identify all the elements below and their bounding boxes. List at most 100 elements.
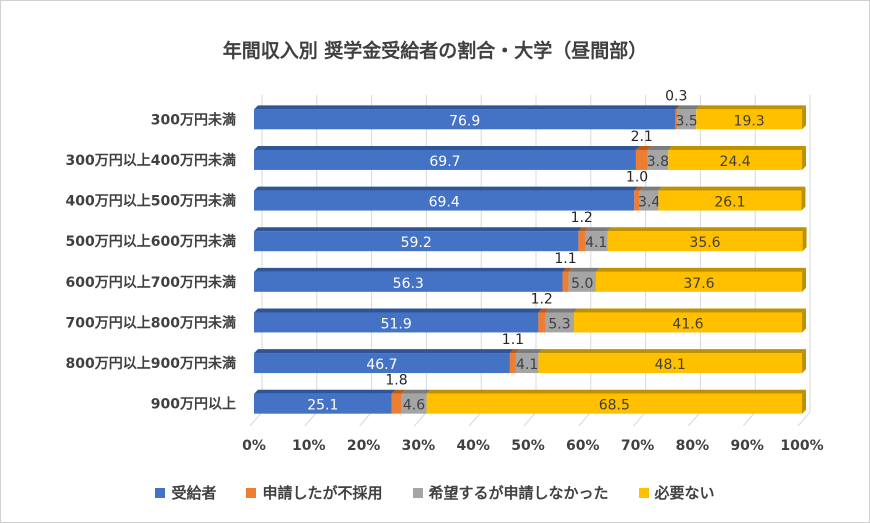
data-label: 4.1 [516, 357, 538, 373]
bar-top-face [568, 267, 600, 272]
legend-label: 受給者 [171, 484, 217, 502]
bar-top-face [584, 227, 612, 232]
bar-side-face [802, 105, 806, 130]
data-label: 19.3 [734, 113, 765, 129]
bar-segment-0 [254, 353, 510, 374]
bar-segment-3 [538, 353, 802, 374]
bar-segment-2 [639, 190, 659, 211]
bar-side-face [802, 267, 806, 292]
bar-segment-1 [562, 271, 569, 292]
bar-side-face [802, 145, 806, 170]
data-label: 0.3 [665, 88, 687, 104]
legend-label: 希望するが申請しなかった [428, 484, 609, 502]
data-label: 26.1 [714, 195, 745, 211]
bar-top-face [639, 186, 663, 191]
x-tick-label: 100% [780, 438, 823, 454]
bar-top-face [509, 349, 520, 354]
bar-segment-3 [607, 231, 803, 252]
data-label: 1.2 [531, 291, 553, 307]
x-tick-label: 60% [566, 438, 600, 454]
data-label: 69.7 [429, 154, 460, 170]
x-tick-label: 90% [730, 438, 764, 454]
floor-gridline [359, 411, 372, 427]
legend-item: 申請したが不採用 [246, 482, 383, 503]
bar-top-face [647, 145, 673, 150]
bar-segment-0 [254, 190, 635, 211]
category-label: 800万円以上900万円未満 [66, 355, 236, 372]
bar-segment-0 [254, 271, 563, 292]
x-tick-label: 70% [621, 438, 655, 454]
data-label: 76.9 [449, 113, 480, 129]
bar-segment-0 [254, 149, 636, 170]
bar-top-face [391, 389, 406, 394]
bar-side-face [801, 186, 806, 211]
floor-gridline [468, 411, 482, 427]
bar-top-face [254, 145, 640, 150]
data-label: 24.4 [720, 154, 751, 170]
bar-top-face [254, 227, 583, 232]
legend-swatch [155, 487, 166, 498]
data-label: 4.6 [403, 398, 425, 414]
bar-top-face [538, 308, 549, 313]
bar-top-face [254, 186, 639, 191]
data-label: 3.5 [676, 113, 698, 129]
data-label: 59.2 [401, 235, 432, 251]
bar-top-face [254, 389, 396, 394]
bar-top-face [675, 105, 682, 110]
legend-swatch [246, 487, 257, 498]
legend-item: 希望するが申請しなかった [412, 482, 609, 503]
floor-gridline [688, 411, 701, 427]
category-label: 600万円以上700万円未満 [66, 274, 236, 291]
data-label: 3.4 [638, 195, 660, 211]
data-label: 1.1 [554, 251, 576, 267]
category-label: 700万円以上800万円未満 [66, 314, 236, 331]
bar-top-face [538, 349, 806, 354]
floor-gridline [578, 411, 592, 427]
legend: 受給者 申請したが不採用 希望するが申請しなかった 必要ない [0, 482, 870, 503]
bar-segment-3 [595, 271, 802, 292]
data-label: 4.1 [585, 235, 607, 251]
bar-top-face [254, 267, 567, 272]
floor-gridline [414, 411, 427, 427]
bar-segment-1 [509, 353, 516, 374]
category-label: 900万円以上 [151, 397, 236, 413]
bar-segment-1 [634, 190, 640, 211]
bar-segment-2 [568, 271, 596, 292]
bar-top-face [254, 105, 680, 110]
bar-top-face [574, 308, 806, 313]
bar-segment-2 [544, 312, 575, 333]
bar-top-face [668, 145, 806, 150]
data-label: 51.9 [381, 316, 412, 332]
bar-segment-1 [578, 231, 585, 252]
data-label: 48.1 [655, 357, 686, 373]
floor-gridline [633, 411, 646, 427]
bar-segment-3 [426, 393, 802, 414]
bar-top-face [562, 267, 573, 272]
bar-side-face [802, 227, 807, 252]
data-label: 1.1 [502, 332, 524, 348]
bar-top-face [544, 308, 579, 313]
bar-top-face [696, 105, 806, 110]
bar-top-face [254, 349, 514, 354]
data-label: 5.3 [548, 316, 570, 332]
floor-gridline [797, 411, 811, 427]
bar-segment-1 [675, 109, 678, 130]
bar-segment-0 [254, 231, 579, 252]
data-label: 5.0 [571, 276, 593, 292]
x-tick-label: 10% [292, 438, 326, 454]
bar-top-face [634, 186, 644, 191]
data-label: 3.8 [647, 154, 669, 170]
bar-segment-0 [254, 109, 676, 130]
data-label: 2.1 [631, 129, 653, 145]
bar-segment-1 [635, 149, 648, 170]
bar-side-face [802, 349, 806, 374]
bar-top-face [658, 186, 806, 191]
bar-segment-2 [584, 231, 608, 252]
bar-segment-3 [696, 109, 802, 130]
bar-top-face [635, 145, 652, 150]
data-label: 41.6 [672, 316, 703, 332]
bar-segment-0 [254, 312, 539, 333]
data-label: 1.0 [626, 170, 648, 186]
bar-segment-0 [254, 393, 392, 414]
bar-segment-1 [538, 312, 545, 333]
